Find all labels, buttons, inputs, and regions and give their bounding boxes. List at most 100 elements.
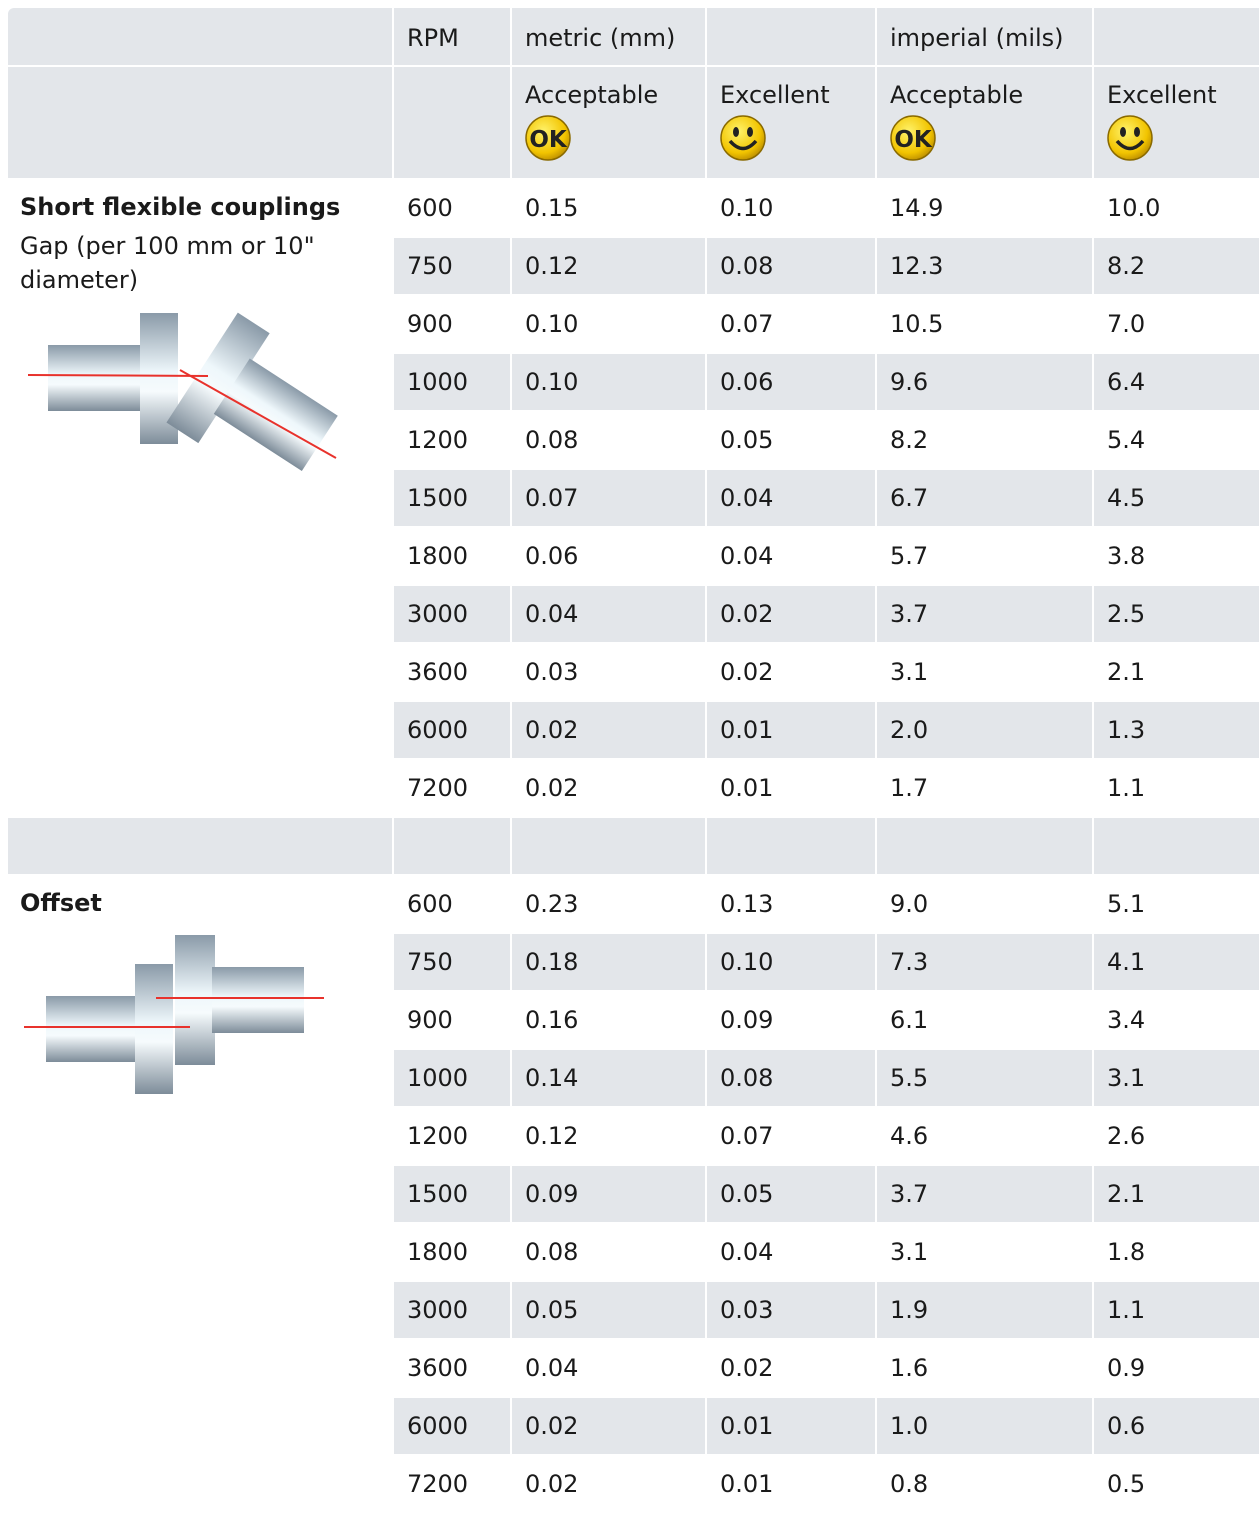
cell-border: [393, 816, 1259, 818]
table-cell: 0.04: [511, 1339, 706, 1397]
table-cell: 0.02: [511, 759, 706, 817]
table-cell: 0.10: [706, 933, 876, 991]
table-cell: 0.09: [706, 991, 876, 1049]
table-cell: 5.7: [876, 527, 1093, 585]
table-cell: 1200: [393, 411, 511, 469]
header-text: metric (mm): [525, 24, 676, 52]
ok-icon: OK: [525, 115, 571, 161]
cell-border: [8, 874, 393, 876]
cell-border: [393, 1454, 1259, 1456]
table-cell: 1000: [393, 1049, 511, 1107]
table-cell: 0.09: [511, 1165, 706, 1223]
cell-border: [393, 178, 1259, 180]
table-cell: 0.05: [706, 1165, 876, 1223]
table-cell: 0.12: [511, 1107, 706, 1165]
table-cell: 0.01: [706, 1455, 876, 1513]
table-cell: 3.1: [1093, 1049, 1259, 1107]
section-label-cell: [8, 179, 393, 817]
cell-border: [393, 1222, 1259, 1224]
table-cell: 3.1: [876, 1223, 1093, 1281]
table-cell: 0.07: [511, 469, 706, 527]
cell-border: [393, 1338, 1259, 1340]
cell-border: [393, 642, 1259, 644]
table-cell: 1800: [393, 527, 511, 585]
table-cell: 0.04: [706, 469, 876, 527]
table-cell: 4.6: [876, 1107, 1093, 1165]
icon-text: OK: [529, 127, 568, 153]
table-cell: 14.9: [876, 179, 1093, 237]
table-cell: 0.5: [1093, 1455, 1259, 1513]
table-cell: 0.9: [1093, 1339, 1259, 1397]
table-cell: 0.18: [511, 933, 706, 991]
cell-border: [393, 584, 1259, 586]
table-cell: 6.4: [1093, 353, 1259, 411]
table-cell: 3.4: [1093, 991, 1259, 1049]
table-cell: 10.0: [1093, 179, 1259, 237]
table-cell: 7200: [393, 759, 511, 817]
table-cell: 5.1: [1093, 875, 1259, 933]
table-cell: 7200: [393, 1455, 511, 1513]
spacer-row: [8, 817, 1259, 875]
subheader-text: Excellent: [720, 81, 830, 109]
table-cell: 0.01: [706, 759, 876, 817]
table-cell: 0.16: [511, 991, 706, 1049]
offset-diagram: [20, 922, 327, 1106]
table-cell: 8.2: [1093, 237, 1259, 295]
table-cell: 2.1: [1093, 1165, 1259, 1223]
cell-border: [393, 990, 1259, 992]
smiley-icon: [1107, 115, 1153, 161]
smiley-icon: [720, 115, 766, 161]
table-cell: 0.02: [511, 701, 706, 759]
table-cell: 0.01: [706, 1397, 876, 1455]
table-cell: 1000: [393, 353, 511, 411]
table-cell: 9.6: [876, 353, 1093, 411]
cell-border: [8, 65, 1259, 67]
table-cell: 0.15: [511, 179, 706, 237]
subheader-text: Acceptable: [890, 81, 1024, 109]
cell-border: [393, 1280, 1259, 1282]
table-cell: 5.5: [876, 1049, 1093, 1107]
table-cell: 1500: [393, 469, 511, 527]
table-cell: 0.07: [706, 1107, 876, 1165]
table-cell: 3.8: [1093, 527, 1259, 585]
table-cell: 0.14: [511, 1049, 706, 1107]
table-cell: 0.05: [511, 1281, 706, 1339]
table-cell: 0.08: [511, 1223, 706, 1281]
table-cell: 10.5: [876, 295, 1093, 353]
table-cell: 750: [393, 933, 511, 991]
table-cell: 1800: [393, 1223, 511, 1281]
table-cell: 750: [393, 237, 511, 295]
table-cell: 3600: [393, 1339, 511, 1397]
table-cell: 0.08: [511, 411, 706, 469]
cell-border: [393, 1048, 1259, 1050]
cell-border: [705, 8, 707, 1504]
header-text: imperial (mils): [890, 24, 1064, 52]
table-cell: 900: [393, 295, 511, 353]
table-cell: 6000: [393, 1397, 511, 1455]
cell-border: [393, 874, 1259, 876]
cell-border: [392, 8, 394, 1504]
table-cell: 6.1: [876, 991, 1093, 1049]
table-cell: 5.4: [1093, 411, 1259, 469]
table-cell: 1.7: [876, 759, 1093, 817]
subheader-text: Excellent: [1107, 81, 1217, 109]
cell-border: [393, 294, 1259, 296]
table-cell: 0.10: [511, 353, 706, 411]
cell-border: [393, 1106, 1259, 1108]
table-cell: 0.08: [706, 237, 876, 295]
table-cell: 2.0: [876, 701, 1093, 759]
cell-border: [393, 410, 1259, 412]
table-cell: 600: [393, 875, 511, 933]
cell-border: [393, 1396, 1259, 1398]
table-cell: 1.6: [876, 1339, 1093, 1397]
table-cell: 9.0: [876, 875, 1093, 933]
cell-border: [393, 758, 1259, 760]
table-cell: 0.03: [511, 643, 706, 701]
cell-border: [393, 700, 1259, 702]
table-cell: 0.04: [706, 1223, 876, 1281]
table-cell: 0.08: [706, 1049, 876, 1107]
header-bg: [8, 8, 1259, 179]
table-cell: 1.1: [1093, 1281, 1259, 1339]
table-cell: 2.1: [1093, 643, 1259, 701]
